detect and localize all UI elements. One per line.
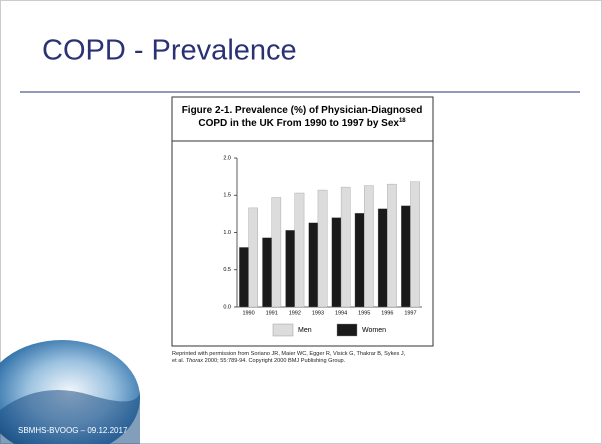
y-tick-label: 1.5 <box>223 193 231 199</box>
x-tick-label: 1992 <box>289 310 301 316</box>
figure-title: Figure 2-1. Prevalence (%) of Physician-… <box>182 105 423 129</box>
bar <box>308 222 319 308</box>
legend-label: Men <box>298 327 312 334</box>
y-tick-label: 1.0 <box>223 230 231 236</box>
x-tick-label: 1996 <box>381 310 393 316</box>
x-tick-label: 1995 <box>358 310 370 316</box>
figure-title-line: COPD in the UK From 1990 to 1997 by Sex <box>198 118 399 129</box>
legend-swatch <box>336 323 358 337</box>
y-tick-label: 2.0 <box>223 155 231 161</box>
figure-title-line: Figure 2-1. Prevalence (%) of Physician-… <box>182 105 423 116</box>
bar <box>364 185 374 308</box>
x-tick-label: 1990 <box>242 310 254 316</box>
x-tick-label: 1997 <box>404 310 416 316</box>
bar <box>354 212 365 308</box>
figure-caption: Reprinted with permission from Soriano J… <box>172 351 407 364</box>
bar <box>317 189 328 308</box>
caption-text: et al. <box>172 358 186 364</box>
bar <box>340 186 351 308</box>
bar <box>248 207 258 308</box>
bar <box>262 237 272 308</box>
footer: SBMHS-BVOOG – 09.12.2017 <box>18 426 128 435</box>
bar <box>387 183 397 308</box>
bar <box>294 192 305 308</box>
figure-header-box <box>171 96 434 142</box>
bar <box>239 247 249 308</box>
x-tick-label: 1991 <box>266 310 278 316</box>
bar <box>331 217 342 308</box>
x-tick-label: 1993 <box>312 310 324 316</box>
figure-title-ref: 18 <box>399 118 406 124</box>
bar <box>285 230 295 308</box>
bar <box>271 197 282 308</box>
wave-shade <box>0 390 140 444</box>
legend-swatch <box>272 323 294 337</box>
caption-text: 2000; 55:789-94. Copyright 2000 BMJ Publ… <box>203 358 346 364</box>
legend-label: Women <box>362 327 386 334</box>
slide-title: COPD - Prevalence <box>42 35 297 67</box>
caption-italic: Thorax <box>186 358 204 364</box>
y-tick-label: 0.5 <box>223 267 231 273</box>
bar <box>410 181 420 308</box>
caption-text: Reprinted with permission from Soriano J… <box>172 351 407 357</box>
x-tick-label: 1994 <box>335 310 347 316</box>
bar <box>377 208 388 308</box>
y-tick-label: 0.0 <box>223 304 231 310</box>
bar <box>401 205 411 308</box>
